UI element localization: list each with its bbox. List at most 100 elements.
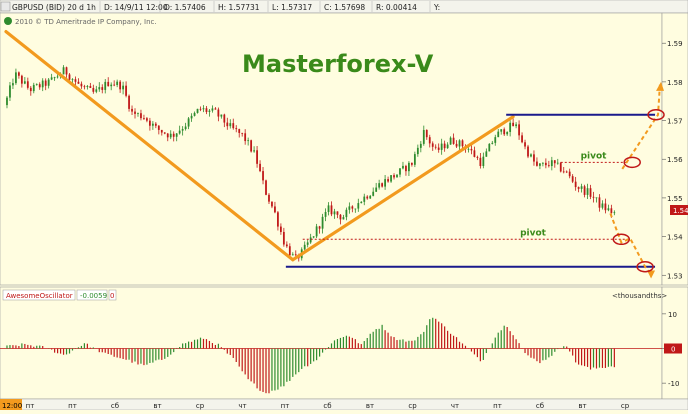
oscillator-zero-tag: 0 <box>110 292 114 300</box>
price-candle <box>134 111 136 114</box>
target-circle <box>647 109 665 121</box>
header-low: L: 1.57317 <box>272 3 312 12</box>
price-candle <box>321 216 324 229</box>
price-candle <box>241 132 244 134</box>
osc-zero-tag <box>664 343 682 354</box>
price-candle <box>137 113 139 115</box>
price-candle <box>154 123 157 126</box>
current-price-tag <box>670 205 688 215</box>
price-candle <box>288 246 291 256</box>
oscillator-name: AwesomeOscillator <box>6 292 73 300</box>
price-candle <box>98 87 101 90</box>
price-candle <box>214 108 217 110</box>
price-candle <box>199 108 202 110</box>
price-candle <box>220 114 223 117</box>
price-candle <box>268 194 270 202</box>
price-candle <box>122 85 124 90</box>
price-candle <box>372 191 375 196</box>
x-tick-label: сб <box>323 402 331 410</box>
oscillator-axis <box>661 286 688 400</box>
y-tick-label: 1.53 <box>667 272 683 280</box>
price-candle <box>166 133 169 138</box>
price-candle <box>53 77 56 79</box>
time-tag <box>0 399 22 410</box>
price-candle <box>265 180 267 195</box>
price-candle <box>592 196 595 198</box>
price-candle <box>369 195 372 199</box>
price-candle <box>378 183 381 188</box>
price-candle <box>244 133 247 142</box>
price-candle <box>253 150 255 152</box>
price-candle <box>193 112 196 116</box>
oscillator-value: -0.0059 <box>80 292 107 300</box>
price-candle <box>41 80 44 88</box>
price-candle <box>449 137 452 145</box>
x-tick-label: пт <box>26 402 35 410</box>
price-candle <box>172 133 175 137</box>
price-candle <box>390 175 392 182</box>
header-range: R: 0.00414 <box>376 3 417 12</box>
price-candle <box>485 151 488 157</box>
x-tick-label: сб <box>111 402 119 410</box>
price-candle <box>443 143 446 149</box>
price-candle <box>562 171 565 173</box>
price-candle <box>336 211 339 215</box>
price-candle <box>360 201 363 204</box>
price-candle <box>571 176 574 182</box>
price-candle <box>553 160 556 164</box>
window-menu-icon[interactable] <box>0 1 11 12</box>
header-date: D: 14/9/11 12:00 <box>104 3 168 12</box>
price-candle <box>306 242 309 245</box>
price-candle <box>494 137 497 143</box>
x-tick-label: пт <box>68 402 77 410</box>
price-candle <box>160 129 163 133</box>
price-candle <box>294 254 297 256</box>
price-candle <box>387 179 389 182</box>
price-candle <box>181 129 184 131</box>
price-candle <box>29 87 32 92</box>
price-candle <box>148 120 151 126</box>
price-candle <box>559 162 562 172</box>
price-candle <box>604 203 607 211</box>
price-candle <box>68 74 71 80</box>
price-candle <box>169 133 172 138</box>
price-candle <box>131 108 133 112</box>
price-candle <box>583 186 586 195</box>
price-candle <box>357 203 360 209</box>
price-candle <box>77 81 80 84</box>
header-open: O: 1.57406 <box>164 3 206 12</box>
price-candle <box>20 75 23 84</box>
price-candle <box>613 212 616 214</box>
trendline <box>291 115 515 262</box>
price-candle <box>345 209 348 218</box>
price-candle <box>95 89 98 92</box>
price-candle <box>259 163 261 172</box>
price-candle <box>521 135 523 143</box>
price-candle <box>211 108 214 111</box>
price-candle <box>509 122 512 132</box>
price-candle <box>536 161 538 166</box>
price-candle <box>384 179 386 187</box>
price-candle <box>86 86 89 87</box>
price-candle <box>497 131 500 138</box>
price-candle <box>479 157 482 166</box>
price-candle <box>428 137 431 144</box>
price-candle <box>303 244 306 250</box>
price-candle <box>113 84 116 86</box>
price-candle <box>71 79 74 81</box>
price-candle <box>256 150 258 164</box>
chart-watermark: Masterforex-V <box>242 50 434 78</box>
x-tick-label: чт <box>451 402 459 410</box>
price-candle <box>408 162 410 172</box>
target-circle <box>612 233 631 246</box>
price-candle <box>527 146 529 157</box>
price-candle <box>491 142 494 144</box>
price-candle <box>80 83 83 87</box>
price-candle <box>399 168 401 175</box>
price-candle <box>363 196 366 202</box>
price-candle <box>47 79 50 86</box>
price-candle <box>473 150 476 157</box>
price-candle <box>146 118 148 121</box>
